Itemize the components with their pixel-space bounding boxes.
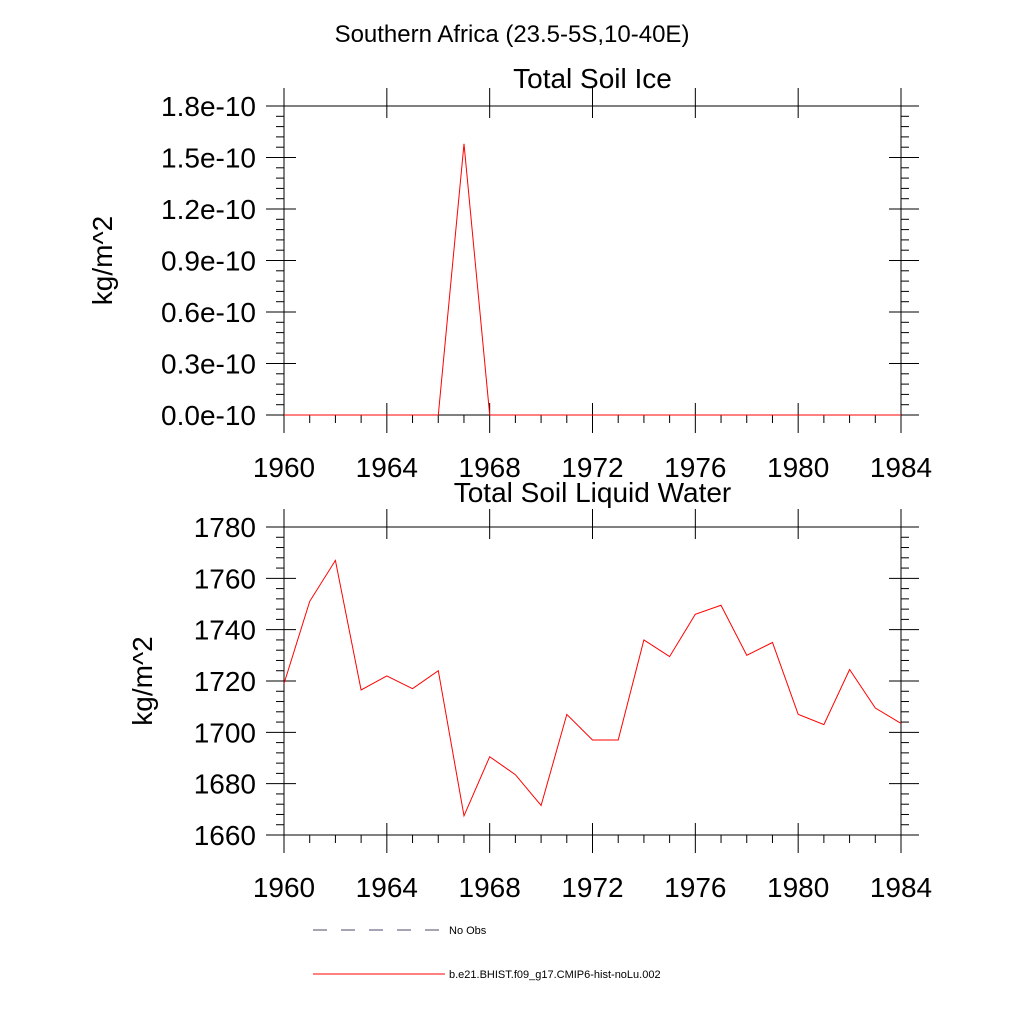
x-tick-label: 1972 [561,872,623,903]
x-tick-label: 1976 [664,872,726,903]
x-tick-label: 1984 [870,872,932,903]
x-tick-label: 1960 [253,452,315,483]
chart-title: Total Soil Liquid Water [454,477,732,508]
y-tick-label: 1.2e-10 [161,194,256,225]
series-line [284,143,901,416]
y-tick-label: 1760 [194,563,256,594]
x-tick-label: 1976 [664,452,726,483]
legend-label-no-obs: No Obs [449,925,487,937]
x-tick-label: 1972 [561,452,623,483]
y-tick-label: 1720 [194,666,256,697]
x-tick-label: 1980 [767,872,829,903]
y-tick-label: 1740 [194,615,256,646]
x-tick-label: 1964 [356,452,418,483]
plot-frame [283,105,902,416]
x-tick-label: 1968 [459,452,521,483]
y-axis-label: kg/m^2 [87,216,118,305]
y-tick-label: 1660 [194,820,256,851]
x-tick-label: 1984 [870,452,932,483]
y-axis-label: kg/m^2 [127,636,158,725]
y-tick-label: 0.3e-10 [161,349,256,380]
panel-total-soil-liquid-water: Total Soil Liquid Water kg/m^2 1960 1964 196… [127,477,932,903]
x-tick-label: 1964 [356,872,418,903]
y-tick-label: 1780 [194,512,256,543]
x-tick-label: 1960 [253,872,315,903]
x-tick-label: 1980 [767,452,829,483]
series-line [283,559,902,818]
y-tick-label: 0.6e-10 [161,297,256,328]
legend: No Obs b.e21.BHIST.f09_g17.CMIP6-hist-no… [313,925,661,981]
y-tick-label: 1.8e-10 [161,91,256,122]
figure-main-title: Southern Africa (23.5-5S,10-40E) [335,21,690,48]
x-tick-label: 1968 [459,872,521,903]
y-tick-label: 1.5e-10 [161,143,256,174]
y-tick-label: 1700 [194,717,256,748]
y-tick-label: 0.9e-10 [161,246,256,277]
y-tick-label: 0.0e-10 [161,400,256,431]
y-tick-label: 1680 [194,769,256,800]
legend-label-model-run: b.e21.BHIST.f09_g17.CMIP6-hist-noLu.002 [449,969,661,981]
